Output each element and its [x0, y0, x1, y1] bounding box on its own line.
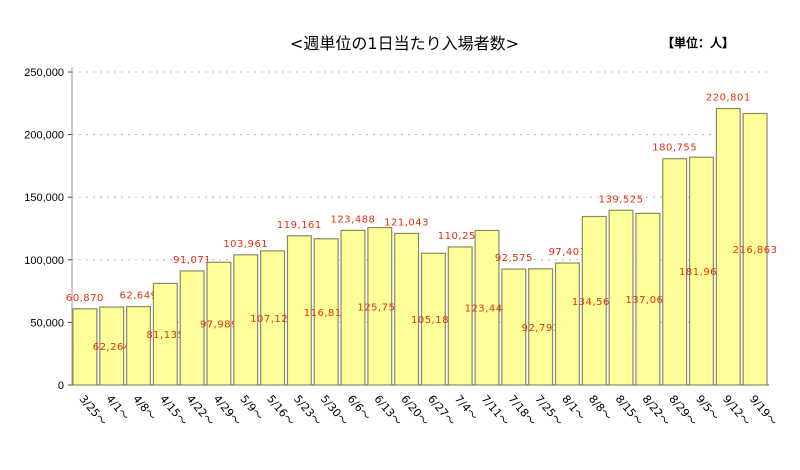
bar: [394, 232, 420, 386]
x-tick-label: 6/13～: [371, 393, 404, 429]
bar: [340, 229, 366, 386]
data-label: 180,755: [652, 143, 697, 154]
bar: [206, 261, 232, 386]
y-tick-label: 0: [58, 380, 64, 392]
data-label: 116,815: [304, 308, 349, 319]
x-tick-label: 5/23～: [291, 393, 324, 429]
data-label: 125,753: [357, 302, 402, 313]
x-tick-label: 3/25～: [77, 393, 110, 429]
x-tick-label: 4/22～: [184, 393, 217, 429]
x-tick-label: 5/16～: [264, 393, 297, 429]
data-label: 121,043: [384, 217, 429, 228]
x-tick-label: 8/15～: [613, 393, 646, 429]
x-tick-label: 7/11～: [479, 393, 512, 429]
bar: [126, 305, 152, 386]
bar: [715, 107, 741, 386]
data-label: 105,180: [411, 315, 456, 326]
x-tick-label: 6/20～: [398, 393, 431, 429]
x-tick-label: 9/19～: [747, 393, 780, 429]
data-label: 220,801: [706, 93, 751, 104]
data-label: 137,061: [625, 295, 670, 306]
bar: [501, 268, 527, 386]
data-label: 110,252: [438, 231, 483, 242]
bar: [260, 250, 286, 386]
bar: [608, 209, 634, 386]
data-label: 134,564: [572, 297, 617, 308]
y-tick-label: 100,000: [24, 255, 64, 267]
y-tick-label: 200,000: [24, 130, 64, 142]
data-label: 216,863: [733, 245, 778, 256]
data-label: 81,135: [146, 330, 184, 341]
data-label: 60,870: [66, 293, 104, 304]
data-label: 62,649: [120, 291, 158, 302]
x-tick-label: 4/15～: [157, 393, 190, 429]
y-tick-label: 250,000: [24, 67, 64, 79]
bar: [152, 282, 178, 386]
bar: [286, 235, 312, 386]
data-label: 181,960: [679, 267, 724, 278]
data-label: 139,525: [599, 194, 644, 205]
y-tick-label: 50,000: [30, 317, 64, 329]
data-label: 103,961: [223, 239, 268, 250]
data-label: 107,127: [250, 314, 295, 325]
bar: [179, 270, 205, 386]
bar: [313, 238, 339, 386]
x-tick-label: 8/8～: [586, 393, 614, 423]
data-label: 119,161: [277, 220, 322, 231]
bar: [662, 158, 688, 386]
x-tick-label: 4/29～: [211, 393, 244, 429]
x-tick-label: 7/18～: [506, 393, 539, 429]
x-tick-label: 8/29～: [666, 393, 699, 429]
data-label: 92,575: [495, 253, 533, 264]
data-label: 123,440: [465, 304, 510, 315]
bar: [742, 112, 768, 386]
x-tick-label: 5/30～: [318, 393, 351, 429]
data-label: 92,791: [522, 323, 560, 334]
x-tick-label: 7/25～: [532, 393, 565, 429]
x-tick-label: 8/22～: [640, 393, 673, 429]
bar: [688, 156, 714, 386]
data-label: 97,989: [200, 320, 238, 331]
bar: [99, 306, 125, 386]
chart-title: <週単位の1日当たり入場者数>: [290, 34, 519, 53]
unit-label: 【単位：人】: [662, 36, 735, 50]
bar: [528, 268, 554, 386]
data-label: 123,488: [331, 214, 376, 225]
bar: [447, 246, 473, 386]
bar: [474, 229, 500, 386]
x-tick-label: 6/27～: [425, 393, 458, 429]
data-label: 62,264: [93, 342, 131, 353]
bar: [72, 308, 98, 386]
bar: [420, 252, 446, 386]
bar: [233, 254, 259, 386]
data-label: 97,401: [548, 247, 586, 258]
bar: [554, 262, 580, 386]
x-tick-label: 4/8～: [130, 393, 158, 423]
bar: [581, 215, 607, 386]
y-tick-label: 150,000: [24, 192, 64, 204]
data-label: 91,071: [173, 255, 211, 266]
x-tick-label: 9/12～: [720, 393, 753, 429]
bar: [367, 226, 393, 386]
bar: [635, 212, 661, 386]
